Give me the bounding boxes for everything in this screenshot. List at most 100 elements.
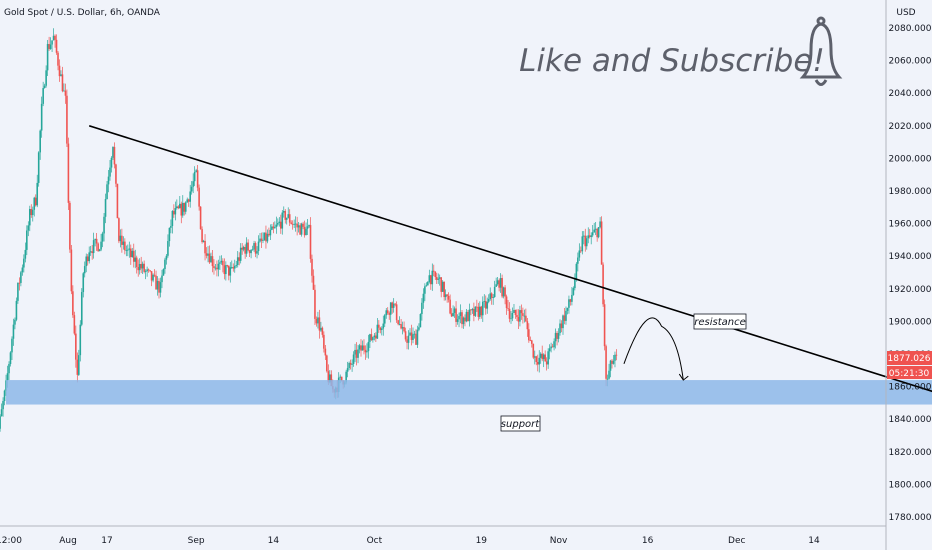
- candle-body: [146, 269, 148, 272]
- candle-body: [511, 313, 514, 319]
- candle-body: [207, 253, 209, 256]
- support-label[interactable]: support: [500, 415, 541, 432]
- candle-body: [453, 308, 456, 313]
- candle-body: [528, 329, 530, 341]
- candle-body: [82, 273, 85, 293]
- candle-body: [415, 333, 417, 345]
- time-tick-label: Dec: [728, 536, 745, 546]
- price-tick-label: 1940.000: [889, 252, 932, 262]
- candle-body: [235, 265, 238, 266]
- candle-body: [435, 277, 438, 280]
- candle-body: [566, 307, 569, 311]
- candle-body: [131, 250, 134, 258]
- candle-body: [51, 40, 53, 45]
- candle-body: [61, 74, 64, 92]
- candle-body: [162, 269, 165, 276]
- candle-body: [487, 299, 490, 302]
- support-label-text: support: [501, 419, 540, 430]
- candle-body: [533, 356, 536, 358]
- candles-layer: [0, 28, 618, 432]
- candle-body: [531, 340, 533, 344]
- candle-body: [602, 264, 604, 305]
- candle-body: [382, 323, 385, 329]
- candle-body: [386, 310, 389, 314]
- support-zone[interactable]: [6, 380, 932, 405]
- candle-body: [351, 363, 353, 365]
- candle-body: [33, 197, 36, 210]
- candle-body: [91, 251, 93, 254]
- resistance-label[interactable]: resistance: [693, 313, 747, 330]
- candle-body: [275, 224, 278, 227]
- candle-body: [199, 206, 202, 230]
- candle-body: [554, 332, 557, 342]
- candle-body: [21, 267, 24, 273]
- candle-body: [42, 88, 44, 104]
- candle-body: [125, 250, 128, 251]
- candle-body: [603, 304, 606, 347]
- symbol-legend[interactable]: Gold Spot / U.S. Dollar, 6h, OANDA: [4, 8, 161, 18]
- candle-body: [282, 211, 285, 213]
- candle-body: [441, 281, 444, 292]
- candle-body: [455, 308, 457, 322]
- candle-body: [606, 378, 609, 380]
- candle-body: [450, 313, 453, 317]
- candle-body: [339, 376, 342, 378]
- candle-body: [290, 222, 292, 224]
- candle-body: [226, 265, 229, 266]
- candle-body: [483, 301, 486, 302]
- candle-body: [222, 260, 224, 266]
- candle-body: [578, 250, 581, 258]
- candle-body: [55, 39, 58, 53]
- candle-body: [562, 315, 564, 329]
- candle-body: [119, 235, 122, 242]
- forecast-arrow[interactable]: [623, 317, 684, 381]
- candle-body: [468, 309, 471, 322]
- candle-body: [321, 327, 324, 335]
- candle-body: [28, 209, 31, 226]
- candle-body: [550, 346, 552, 349]
- candle-body: [179, 203, 181, 209]
- candle-body: [354, 349, 356, 355]
- candle-body: [406, 339, 408, 343]
- candle-body: [590, 235, 593, 237]
- candle-body: [54, 35, 56, 40]
- candle-body: [348, 362, 350, 368]
- candle-body: [383, 315, 386, 324]
- candle-body: [73, 315, 76, 334]
- candle-body: [541, 353, 544, 360]
- candle-body: [247, 242, 249, 251]
- candle-body: [88, 252, 91, 262]
- candle-body: [318, 317, 321, 331]
- candle-body: [274, 226, 276, 229]
- candle-body: [9, 352, 12, 365]
- candle-body: [375, 335, 377, 339]
- candle-body: [150, 271, 153, 281]
- candle-body: [239, 247, 242, 261]
- candle-body: [220, 260, 223, 263]
- candle-body: [137, 267, 140, 271]
- candle-body: [360, 345, 362, 351]
- candle-body: [121, 235, 123, 245]
- candle-body: [510, 318, 512, 320]
- candle-body: [31, 209, 34, 216]
- candle-body: [340, 376, 343, 381]
- time-axis[interactable]: 12:00 Aug 17 Sep 14 Oct 19 Nov 16 Dec 14: [0, 525, 886, 546]
- candle-body: [76, 359, 79, 375]
- candle-body: [268, 233, 270, 236]
- candle-body: [418, 327, 420, 330]
- candle-body: [159, 282, 162, 293]
- candle-body: [141, 263, 144, 269]
- candle-body: [0, 416, 1, 429]
- candle-body: [449, 299, 451, 314]
- candle-body: [349, 362, 352, 365]
- candle-body: [461, 312, 463, 325]
- candle-body: [253, 243, 255, 250]
- candle-body: [309, 225, 312, 259]
- candle-body: [193, 171, 196, 182]
- candle-body: [213, 266, 215, 269]
- candle-body: [6, 373, 9, 381]
- resistance-trendline[interactable]: [88, 125, 932, 393]
- candle-body: [143, 263, 145, 272]
- candle-body: [369, 334, 371, 342]
